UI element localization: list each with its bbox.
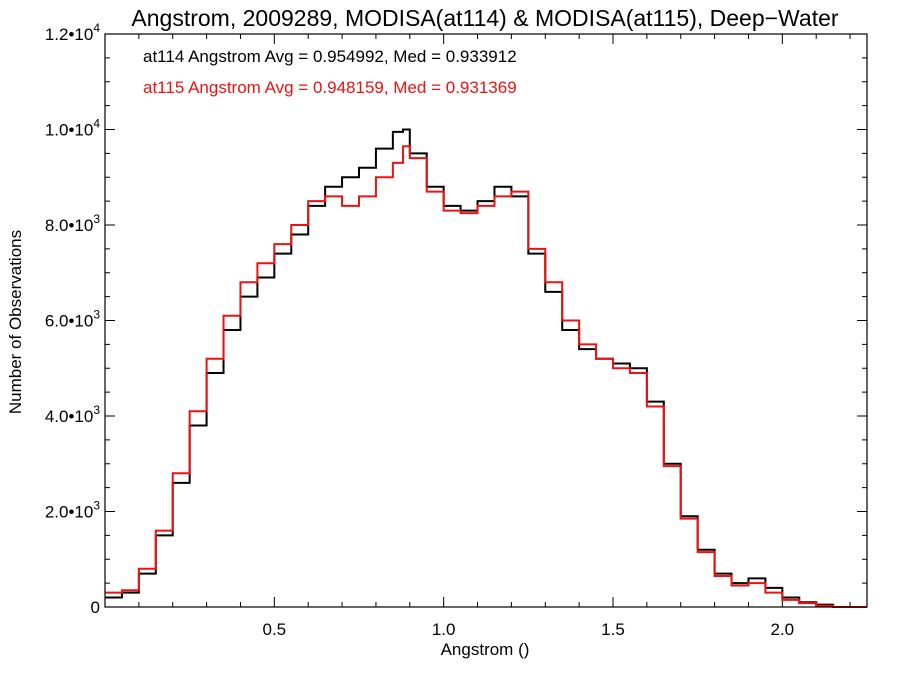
x-tick-label: 1.5 <box>601 620 625 639</box>
y-tick-label: 1.2•104 <box>45 21 101 44</box>
series-line-at115 <box>105 145 867 608</box>
x-tick-label: 0.5 <box>263 620 287 639</box>
annotation-at115-stats: at115 Angstrom Avg = 0.948159, Med = 0.9… <box>143 78 517 97</box>
y-tick-label: 4.0•103 <box>45 403 101 426</box>
y-tick-label: 8.0•103 <box>45 212 101 235</box>
chart-title: Angstrom, 2009289, MODISA(at114) & MODIS… <box>131 5 838 31</box>
plot-frame <box>104 33 868 608</box>
y-tick-label: 1.0•104 <box>45 117 101 140</box>
y-tick-label: 0 <box>91 598 100 617</box>
y-axis-label: Number of Observations <box>6 230 25 414</box>
y-tick-label: 6.0•103 <box>45 308 101 331</box>
x-tick-label: 1.0 <box>432 620 456 639</box>
x-axis-label: Angstrom () <box>441 640 530 659</box>
y-tick-label: 2.0•103 <box>45 499 101 522</box>
x-tick-label: 2.0 <box>771 620 795 639</box>
series-line-at114 <box>105 128 867 608</box>
annotation-at114-stats: at114 Angstrom Avg = 0.954992, Med = 0.9… <box>143 47 517 66</box>
